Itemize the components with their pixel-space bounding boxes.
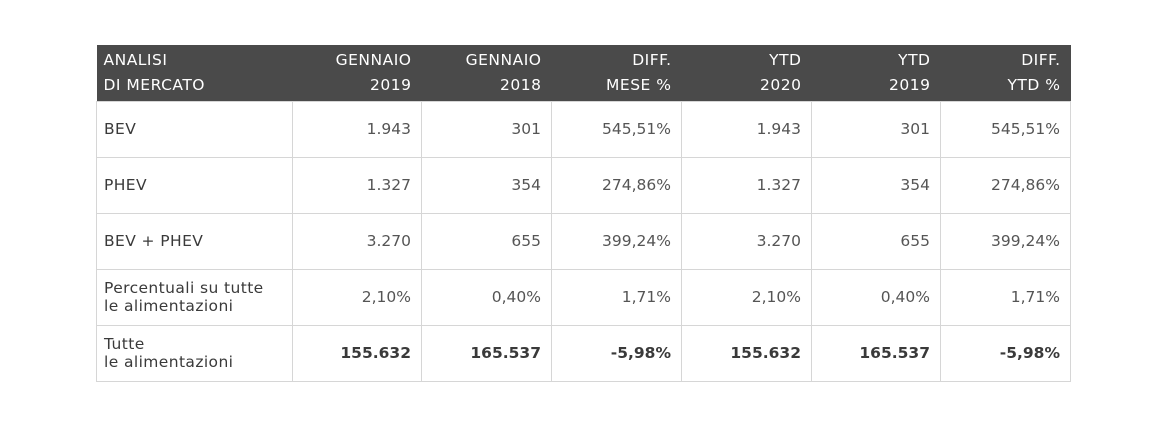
cell-gennaio-2018: 301: [421, 100, 552, 158]
cell-diff-mese: 399,24%: [551, 212, 682, 270]
header-cell-ytd-2019: YTD 2019: [811, 45, 941, 101]
cell-diff-mese: 545,51%: [551, 100, 682, 158]
header-line: DI MERCATO: [103, 76, 205, 94]
cell-diff-ytd: -5,98%: [940, 324, 1071, 382]
cell-ytd-2019: 354: [811, 156, 941, 214]
cell-gennaio-2019: 2,10%: [292, 268, 422, 326]
table-row-bev: BEV 1.943 301 545,51% 1.943 301 545,51%: [96, 100, 1071, 158]
cell-gennaio-2019: 3.270: [292, 212, 422, 270]
header-line: YTD: [898, 51, 931, 69]
table-row-bev-phev: BEV + PHEV 3.270 655 399,24% 3.270 655 3…: [96, 212, 1071, 270]
header-line: YTD: [769, 51, 802, 69]
cell-diff-mese: 1,71%: [551, 268, 682, 326]
cell-gennaio-2019: 1.327: [292, 156, 422, 214]
cell-diff-ytd: 545,51%: [940, 100, 1071, 158]
cell-ytd-2020: 155.632: [681, 324, 812, 382]
header-cell-gennaio-2019: GENNAIO 2019: [292, 45, 422, 101]
cell-gennaio-2018: 0,40%: [421, 268, 552, 326]
cell-ytd-2019: 301: [811, 100, 941, 158]
cell-diff-ytd: 274,86%: [940, 156, 1071, 214]
row-label: BEV + PHEV: [96, 212, 293, 270]
cell-diff-ytd: 399,24%: [940, 212, 1071, 270]
row-label-line: le alimentazioni: [104, 353, 234, 371]
market-analysis-table-container: ANALISI DI MERCATO GENNAIO 2019 GENNAIO …: [96, 45, 1071, 382]
row-label: Tutte le alimentazioni: [96, 324, 293, 382]
cell-gennaio-2019: 1.943: [292, 100, 422, 158]
cell-ytd-2019: 0,40%: [811, 268, 941, 326]
cell-gennaio-2019: 155.632: [292, 324, 422, 382]
row-label-line: Percentuali su tutte: [104, 279, 264, 297]
cell-ytd-2019: 165.537: [811, 324, 941, 382]
market-analysis-table: ANALISI DI MERCATO GENNAIO 2019 GENNAIO …: [96, 45, 1071, 382]
cell-ytd-2020: 1.327: [681, 156, 812, 214]
row-label: Percentuali su tutte le alimentazioni: [96, 268, 293, 326]
cell-gennaio-2018: 354: [421, 156, 552, 214]
cell-ytd-2020: 2,10%: [681, 268, 812, 326]
header-line: DIFF.: [1021, 51, 1061, 69]
header-cell-analisi: ANALISI DI MERCATO: [96, 45, 293, 101]
header-line: 2019: [370, 76, 412, 94]
cell-gennaio-2018: 655: [421, 212, 552, 270]
table-body: BEV 1.943 301 545,51% 1.943 301 545,51% …: [96, 100, 1071, 382]
cell-diff-ytd: 1,71%: [940, 268, 1071, 326]
header-line: 2018: [500, 76, 542, 94]
table-row-tutte: Tutte le alimentazioni 155.632 165.537 -…: [96, 324, 1071, 382]
table-header: ANALISI DI MERCATO GENNAIO 2019 GENNAIO …: [96, 45, 1071, 101]
header-line: 2020: [760, 76, 802, 94]
table-row-percentuali: Percentuali su tutte le alimentazioni 2,…: [96, 268, 1071, 326]
cell-gennaio-2018: 165.537: [421, 324, 552, 382]
cell-ytd-2020: 1.943: [681, 100, 812, 158]
header-line: GENNAIO: [335, 51, 412, 69]
header-cell-diff-ytd: DIFF. YTD %: [940, 45, 1071, 101]
cell-ytd-2019: 655: [811, 212, 941, 270]
header-row: ANALISI DI MERCATO GENNAIO 2019 GENNAIO …: [96, 45, 1071, 101]
header-line: ANALISI: [103, 51, 168, 69]
header-line: MESE %: [606, 76, 672, 94]
cell-diff-mese: -5,98%: [551, 324, 682, 382]
cell-diff-mese: 274,86%: [551, 156, 682, 214]
row-label: BEV: [96, 100, 293, 158]
header-line: GENNAIO: [465, 51, 542, 69]
row-label-line: Tutte: [104, 335, 145, 353]
header-cell-ytd-2020: YTD 2020: [681, 45, 812, 101]
header-line: YTD %: [1007, 76, 1061, 94]
row-label-line: le alimentazioni: [104, 297, 234, 315]
cell-ytd-2020: 3.270: [681, 212, 812, 270]
row-label: PHEV: [96, 156, 293, 214]
header-line: 2019: [889, 76, 931, 94]
header-line: DIFF.: [632, 51, 672, 69]
table-row-phev: PHEV 1.327 354 274,86% 1.327 354 274,86%: [96, 156, 1071, 214]
header-cell-diff-mese: DIFF. MESE %: [551, 45, 682, 101]
header-cell-gennaio-2018: GENNAIO 2018: [421, 45, 552, 101]
